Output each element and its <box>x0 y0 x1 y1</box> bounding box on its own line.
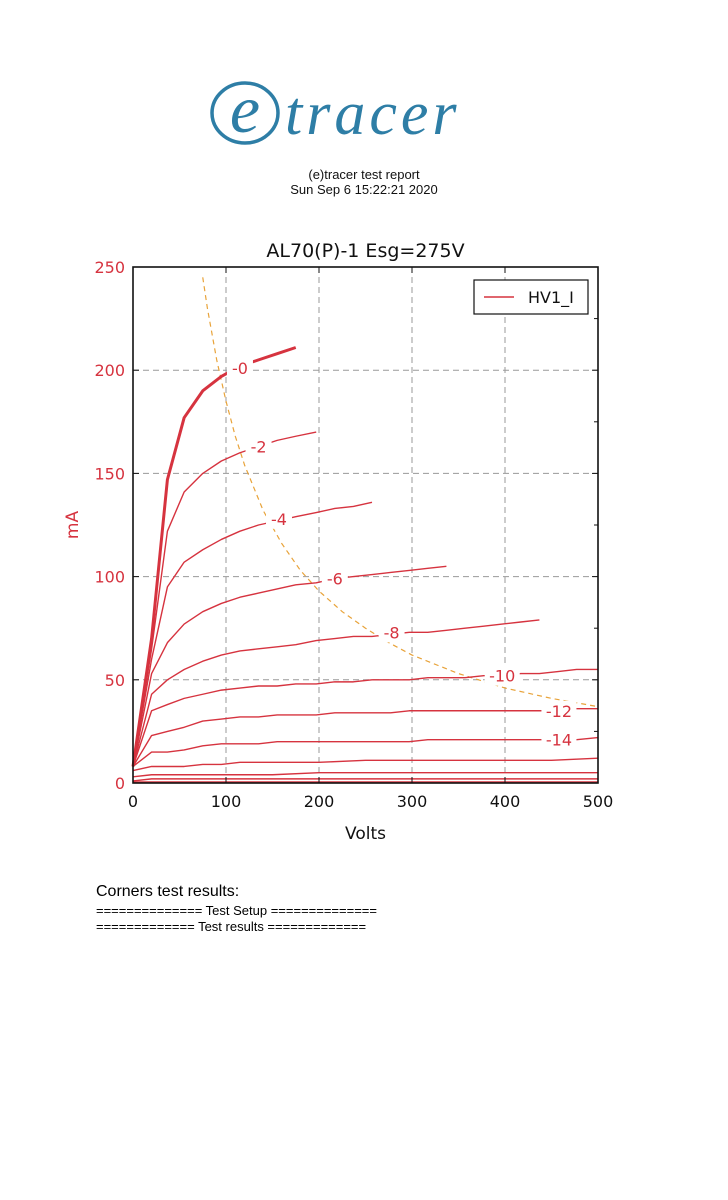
curve-series--8 <box>132 619 540 767</box>
curve-series-unlabeled-9 <box>132 771 598 778</box>
curve-label: -10 <box>489 667 515 686</box>
curve-series--10 <box>132 668 598 767</box>
curve-series--4 <box>132 501 373 767</box>
y-tick-label: 100 <box>94 568 125 587</box>
legend-entry: HV1_I <box>528 288 574 308</box>
curve-label: -12 <box>546 702 572 721</box>
curve-label: -6 <box>327 570 343 589</box>
curve-label: -4 <box>271 510 287 529</box>
curve-label: -8 <box>384 623 400 642</box>
load-line <box>202 277 599 708</box>
x-tick-label: 400 <box>490 792 521 811</box>
curve-series-unlabeled-10 <box>132 778 598 782</box>
plate-curve-chart: -0 -2 -4 -6 -8 -10 -12 -14 0 100 200 300 400 500 0 50 10… <box>63 240 614 844</box>
curve-label-bg <box>541 729 577 750</box>
curve-label-bg <box>378 622 405 643</box>
x-tick-label: 300 <box>397 792 428 811</box>
curve-label: -14 <box>546 731 572 750</box>
logo-e: e <box>230 71 260 147</box>
curve-label-bg <box>321 568 348 589</box>
report-date: Sun Sep 6 15:22:21 2020 <box>290 182 438 197</box>
etracer-logo: e tracer <box>210 71 461 148</box>
curve-label-bg <box>541 700 577 721</box>
curve-label: -0 <box>232 359 248 378</box>
x-tick-label: 500 <box>583 792 614 811</box>
curve-series--2 <box>132 431 317 767</box>
report-title: (e)tracer test report <box>308 167 420 182</box>
y-axis-label: mA <box>63 511 83 540</box>
curve-label-bg <box>226 358 253 379</box>
curve-series--6 <box>132 565 447 767</box>
results-results-line: ============= Test results ============= <box>96 919 367 934</box>
x-tick-label: 100 <box>211 792 242 811</box>
x-tick-label: 0 <box>128 792 138 811</box>
logo-tracer: tracer <box>285 80 461 148</box>
curve-series--12 <box>132 707 598 767</box>
plot-frame <box>132 266 599 784</box>
curve-series--0 <box>131 346 297 767</box>
curve-label: -2 <box>251 438 267 457</box>
curve-series--14 <box>132 736 599 768</box>
y-tick-label: 150 <box>94 464 125 483</box>
curve-series-unlabeled-8 <box>132 757 599 772</box>
logo-ellipse <box>210 81 280 145</box>
results-heading: Corners test results: <box>96 883 240 900</box>
x-tick-label: 200 <box>304 792 335 811</box>
curve-label-bg <box>266 508 293 529</box>
x-axis-label: Volts <box>345 824 386 844</box>
y-tick-label: 250 <box>94 258 125 277</box>
y-tick-label: 0 <box>115 774 125 793</box>
curve-label-bg <box>245 436 272 457</box>
y-tick-label: 50 <box>105 671 125 690</box>
chart-title: AL70(P)-1 Esg=275V <box>266 240 464 262</box>
y-tick-label: 200 <box>94 361 125 380</box>
results-setup-line: ============== Test Setup ============== <box>96 903 377 918</box>
curve-label-bg <box>484 665 520 686</box>
